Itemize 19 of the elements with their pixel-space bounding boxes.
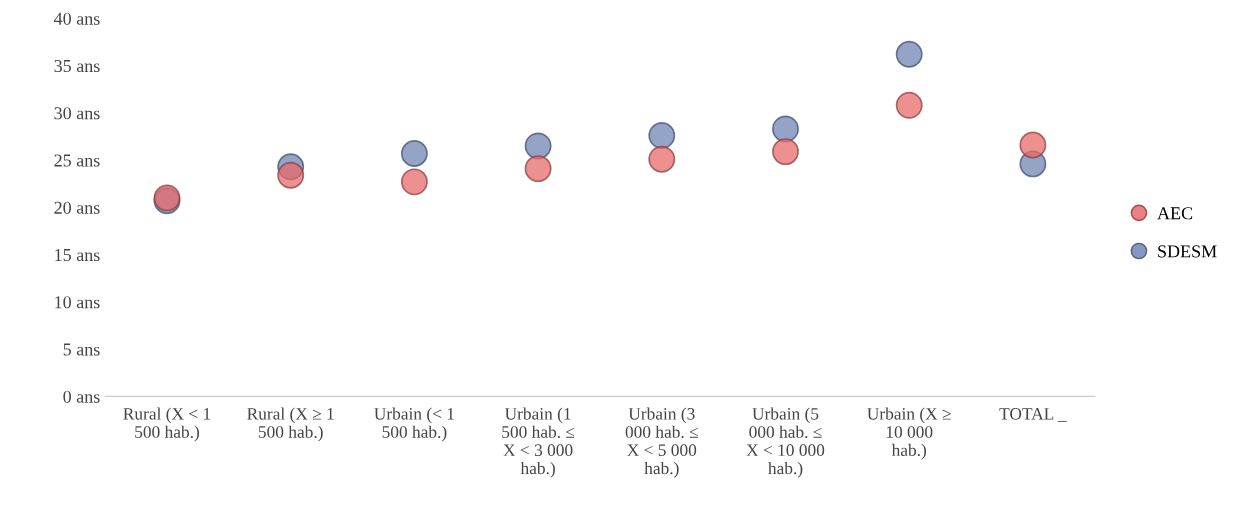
- legend-label: SDESM: [1158, 245, 1217, 258]
- x-tick-label: Urbain (5 000 hab. ≤ X < 10 000 hab.): [746, 407, 825, 478]
- y-tick-label: 30 ans: [54, 107, 100, 120]
- y-tick-label: 20 ans: [54, 201, 100, 214]
- y-tick-label: 40 ans: [54, 12, 100, 25]
- y-tick-label: 5 ans: [63, 343, 100, 356]
- x-tick-label: Urbain (< 1 500 hab.): [374, 407, 454, 442]
- y-tick-label: 35 ans: [54, 59, 100, 73]
- y-tick-label: 0 ans: [63, 390, 100, 403]
- x-tick-label: TOTAL _: [999, 408, 1067, 422]
- y-tick-label: 25 ans: [54, 154, 100, 167]
- y-tick-label: 10 ans: [55, 296, 100, 309]
- x-tick-label: Urbain (X ≥ 10 000 hab.): [867, 407, 951, 460]
- x-tick-label: Rural (X ≥ 1 500 hab.): [247, 407, 334, 442]
- x-tick-label: Urbain (3 000 hab. ≤ X < 5 000 hab.): [625, 407, 698, 478]
- x-tick-label: Rural (X < 1 500 hab.): [123, 407, 211, 442]
- legend-label: AEC: [1157, 207, 1193, 220]
- y-tick-label: 15 ans: [55, 248, 100, 262]
- x-tick-label: Urbain (1 500 hab. ≤ X < 3 000 hab.): [502, 407, 575, 478]
